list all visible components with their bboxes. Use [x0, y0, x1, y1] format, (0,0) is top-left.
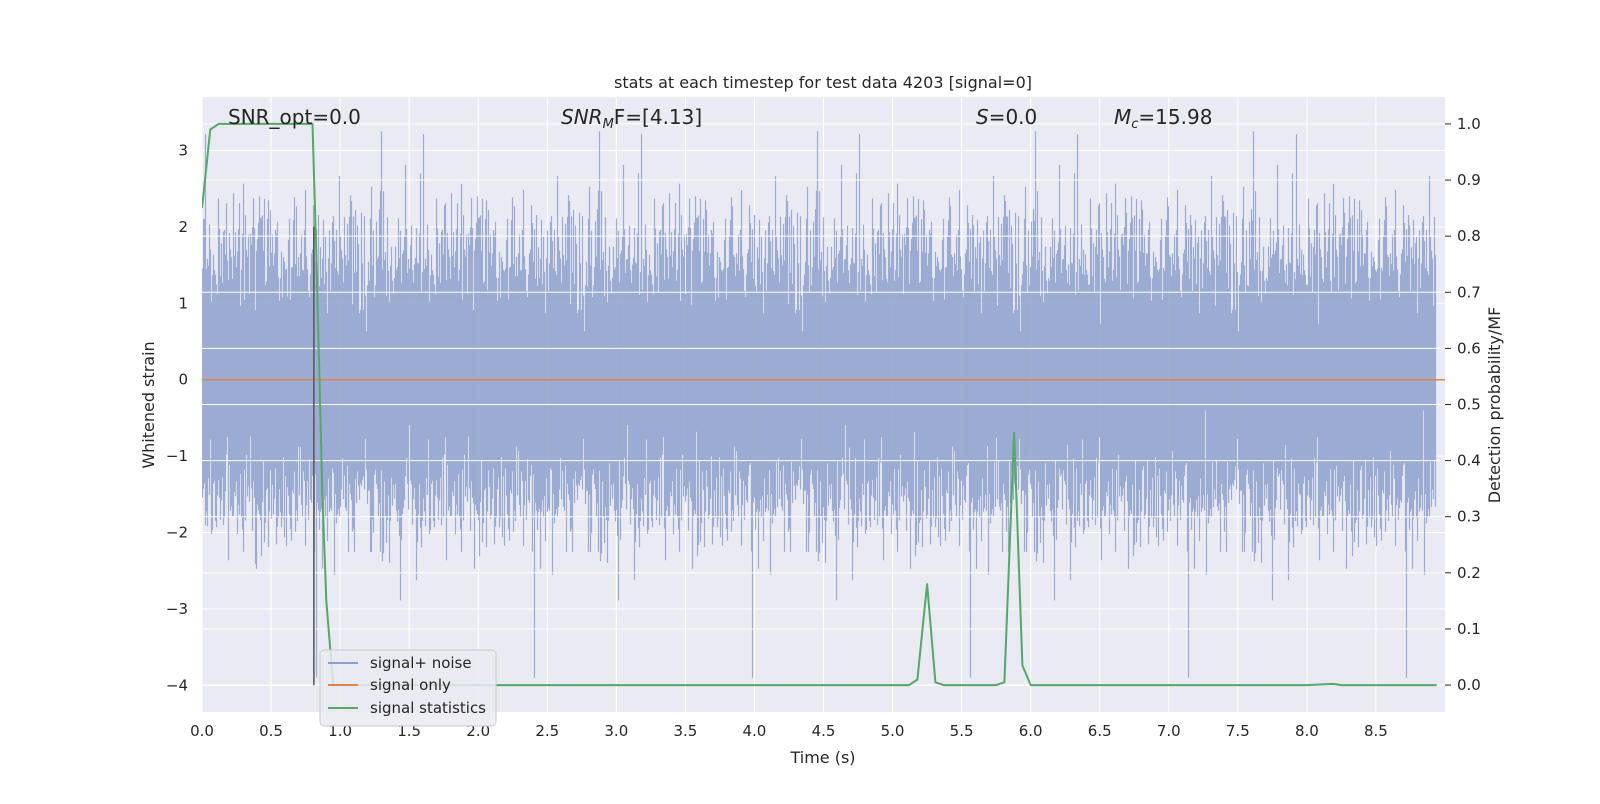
y-tick-label-left: 1: [178, 294, 188, 312]
x-tick-label: 7.0: [1157, 722, 1181, 740]
x-tick-label: 6.5: [1088, 722, 1112, 740]
y-axis-label-left: Whitened strain: [139, 341, 158, 468]
x-tick-label: 3.0: [604, 722, 628, 740]
y-axis-label-right: Detection probability/MF: [1485, 307, 1504, 504]
annotation-s-rest: =0.0: [989, 105, 1038, 129]
annotation-snr-mf-main: SNR: [561, 105, 603, 129]
legend: signal+ noise signal only signal statist…: [319, 649, 497, 727]
y-tick-label-right: 0.8: [1457, 227, 1481, 245]
y-tick-label-left: 0: [178, 371, 188, 389]
y-tick-label-right: 0.0: [1457, 676, 1481, 694]
y-tick-label-right: 0.6: [1457, 339, 1481, 357]
x-tick-label: 8.0: [1295, 722, 1319, 740]
right-axis-grid: [202, 123, 1445, 686]
annotation-mc-main: M: [1114, 105, 1131, 129]
axis-ticks: 0.0 0.5 1.0 1.5 2.0 2.5 3.0 3.5 4.0 4.5 5.0 5.5 6.0 6…: [166, 115, 1481, 740]
annotation-mc-rest: =15.98: [1138, 105, 1212, 129]
y-tick-label-right: 0.9: [1457, 171, 1481, 189]
x-tick-label: 3.5: [673, 722, 697, 740]
x-tick-label: 4.5: [812, 722, 836, 740]
y-tick-label-right: 0.4: [1457, 452, 1481, 470]
y-tick-label-left: 2: [178, 218, 188, 236]
annotation-mc: Mc=15.98: [1114, 105, 1212, 132]
x-tick-label: 8.5: [1364, 722, 1388, 740]
y-tick-label-right: 0.5: [1457, 396, 1481, 414]
y-tick-label-right: 1.0: [1457, 115, 1481, 133]
x-tick-label: 0.5: [259, 722, 283, 740]
x-tick-label: 0.0: [190, 722, 214, 740]
signal-statistics-series: [202, 122, 1437, 687]
y-tick-label-right: 0.3: [1457, 508, 1481, 526]
annotation-snr-mf-sub: M: [603, 117, 614, 132]
signal-statistics-line: [202, 122, 1437, 687]
y-tick-label-right: 0.1: [1457, 620, 1481, 638]
x-tick-label: 2.5: [535, 722, 559, 740]
x-tick-label: 5.5: [950, 722, 974, 740]
legend-label-stats: signal statistics: [370, 699, 486, 717]
y-tick-label-right: 0.7: [1457, 283, 1481, 301]
noise-trace: [202, 131, 1437, 678]
y-tick-label-left: −4: [166, 676, 188, 694]
legend-box: [319, 649, 497, 727]
legend-label-noise: signal+ noise: [370, 654, 472, 672]
legend-label-signal: signal only: [370, 676, 451, 694]
annotation-s: S=0.0: [976, 105, 1037, 129]
annotation-mc-sub: c: [1131, 117, 1138, 132]
y-tick-label-left: −3: [166, 600, 188, 618]
annotation-snr-opt: SNR_opt=0.0: [228, 105, 361, 129]
x-tick-label: 4.0: [743, 722, 767, 740]
x-tick-label: 5.0: [881, 722, 905, 740]
y-tick-label-left: 3: [178, 141, 188, 159]
annotation-snr-mf: SNRMF=[4.13]: [561, 105, 702, 132]
chart-title: stats at each timestep for test data 420…: [614, 73, 1032, 92]
annotation-snr-mf-rest: F=[4.13]: [614, 105, 702, 129]
x-axis-label: Time (s): [789, 748, 855, 767]
x-tick-label: 6.0: [1019, 722, 1043, 740]
x-tick-label: 7.5: [1226, 722, 1250, 740]
y-tick-label-right: 0.2: [1457, 564, 1481, 582]
y-tick-label-left: −2: [166, 523, 188, 541]
y-tick-label-left: −1: [166, 447, 188, 465]
annotation-s-italic: S: [976, 105, 989, 129]
noise-series: [202, 131, 1437, 678]
